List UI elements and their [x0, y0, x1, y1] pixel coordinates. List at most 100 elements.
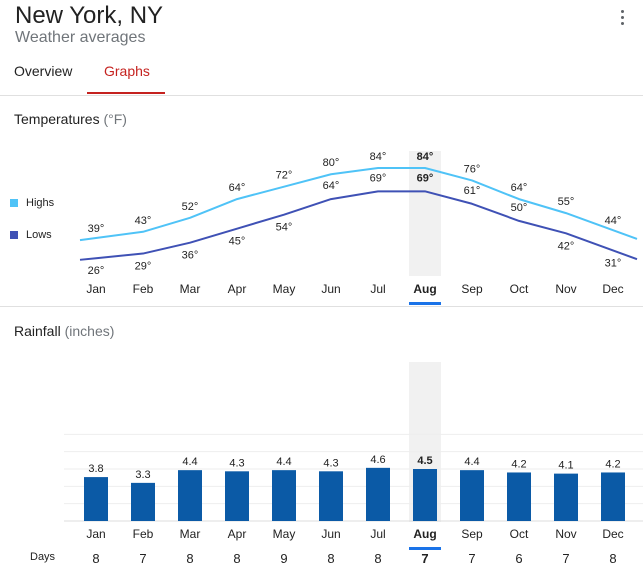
temp-month-label-dec: Dec	[602, 282, 623, 296]
more-options-icon[interactable]	[612, 6, 632, 28]
high-value-label-jan: 39°	[88, 223, 105, 235]
low-value-label-oct: 50°	[511, 202, 528, 214]
rain-value-label-jun: 4.3	[323, 457, 338, 469]
low-value-label-dec: 31°	[605, 257, 622, 269]
temp-month-label-feb: Feb	[133, 282, 154, 296]
days-value-aug: 7	[421, 551, 428, 566]
rain-value-label-apr: 4.3	[229, 457, 244, 469]
temp-month-label-mar: Mar	[180, 282, 201, 296]
rainfall-heading: Rainfall (inches)	[14, 323, 114, 339]
high-value-label-nov: 55°	[558, 196, 575, 208]
rain-month-label-nov: Nov	[555, 527, 576, 541]
rain-bar-apr	[225, 471, 249, 521]
temp-month-label-aug: Aug	[413, 282, 436, 296]
page-subtitle: Weather averages	[15, 29, 146, 46]
rain-value-label-jul: 4.6	[370, 454, 385, 466]
rain-bar-may	[272, 470, 296, 521]
rain-month-label-aug: Aug	[413, 527, 436, 541]
temp-month-label-nov: Nov	[555, 282, 576, 296]
lows-swatch	[10, 231, 18, 239]
rain-value-label-jan: 3.8	[88, 463, 103, 475]
low-value-label-nov: 42°	[558, 240, 575, 252]
rain-bar-jun	[319, 471, 343, 521]
tabs-divider	[0, 95, 643, 96]
highs-line	[79, 167, 638, 242]
temp-month-label-jul: Jul	[370, 282, 385, 296]
rain-value-label-sep: 4.4	[464, 456, 479, 468]
high-value-label-jul: 84°	[370, 151, 387, 163]
high-value-label-mar: 52°	[182, 201, 199, 213]
rain-bar-aug	[413, 469, 437, 521]
rain-month-label-jan: Jan	[86, 527, 105, 541]
temp-month-label-may: May	[273, 282, 296, 296]
rain-value-label-mar: 4.4	[182, 456, 197, 468]
highs-swatch	[10, 199, 18, 207]
rain-value-label-oct: 4.2	[511, 458, 526, 470]
high-value-label-sep: 76°	[464, 163, 481, 175]
temperatures-unit: (°F)	[103, 111, 127, 127]
rain-bar-feb	[131, 482, 155, 521]
rain-bar-jan	[84, 477, 108, 521]
temp-selected-indicator	[409, 302, 441, 305]
active-tab-indicator	[87, 92, 165, 94]
rainfall-title: Rainfall	[14, 323, 61, 339]
rain-selected-indicator	[409, 547, 441, 550]
low-value-label-apr: 45°	[229, 236, 246, 248]
tab-graphs[interactable]: Graphs	[104, 63, 150, 79]
rain-month-label-apr: Apr	[228, 527, 247, 541]
high-value-label-oct: 64°	[511, 182, 528, 194]
rain-bar-sep	[460, 470, 484, 521]
rain-value-label-may: 4.4	[276, 456, 291, 468]
legend-lows: Lows	[10, 229, 52, 241]
temp-month-label-apr: Apr	[228, 282, 247, 296]
days-value-may: 9	[280, 551, 287, 566]
rain-month-label-may: May	[273, 527, 296, 541]
rainfall-unit: (inches)	[64, 323, 115, 339]
low-value-label-jun: 64°	[323, 180, 340, 192]
days-value-sep: 7	[468, 551, 475, 566]
high-value-label-aug: 84°	[417, 151, 434, 163]
tab-overview[interactable]: Overview	[14, 63, 73, 79]
rain-month-label-feb: Feb	[133, 527, 154, 541]
low-value-label-jan: 26°	[88, 265, 105, 277]
rain-bar-dec	[601, 472, 625, 521]
rain-month-label-sep: Sep	[461, 527, 483, 541]
rain-month-label-dec: Dec	[602, 527, 623, 541]
legend-highs: Highs	[10, 197, 54, 209]
days-value-apr: 8	[233, 551, 240, 566]
days-value-oct: 6	[515, 551, 522, 566]
high-value-label-may: 72°	[276, 170, 293, 182]
high-value-label-feb: 43°	[135, 215, 152, 227]
high-value-label-dec: 44°	[605, 215, 622, 227]
temp-month-label-oct: Oct	[510, 282, 529, 296]
low-value-label-aug: 69°	[417, 172, 434, 184]
legend-highs-label: Highs	[26, 197, 55, 209]
low-value-label-feb: 29°	[135, 261, 152, 273]
rain-bar-nov	[554, 473, 578, 521]
days-value-feb: 7	[139, 551, 146, 566]
rain-value-label-feb: 3.3	[135, 469, 150, 481]
rain-month-label-oct: Oct	[510, 527, 529, 541]
legend-lows-label: Lows	[26, 229, 52, 241]
location-title: New York, NY	[15, 2, 164, 29]
rain-value-label-dec: 4.2	[605, 458, 620, 470]
low-value-label-may: 54°	[276, 222, 293, 234]
temp-month-label-sep: Sep	[461, 282, 483, 296]
rain-month-label-jun: Jun	[321, 527, 340, 541]
rain-bar-jul	[366, 467, 390, 521]
days-value-mar: 8	[186, 551, 193, 566]
low-value-label-mar: 36°	[182, 250, 199, 262]
rain-bar-mar	[178, 470, 202, 521]
rain-value-label-nov: 4.1	[558, 460, 573, 472]
high-value-label-jun: 80°	[323, 157, 340, 169]
temp-month-label-jan: Jan	[86, 282, 105, 296]
days-value-jan: 8	[92, 551, 99, 566]
rain-month-label-jul: Jul	[370, 527, 385, 541]
days-value-nov: 7	[562, 551, 569, 566]
selected-month-highlight-temps	[409, 151, 441, 276]
days-value-jun: 8	[327, 551, 334, 566]
low-value-label-jul: 69°	[370, 172, 387, 184]
temperatures-title: Temperatures	[14, 111, 100, 127]
high-value-label-apr: 64°	[229, 182, 246, 194]
